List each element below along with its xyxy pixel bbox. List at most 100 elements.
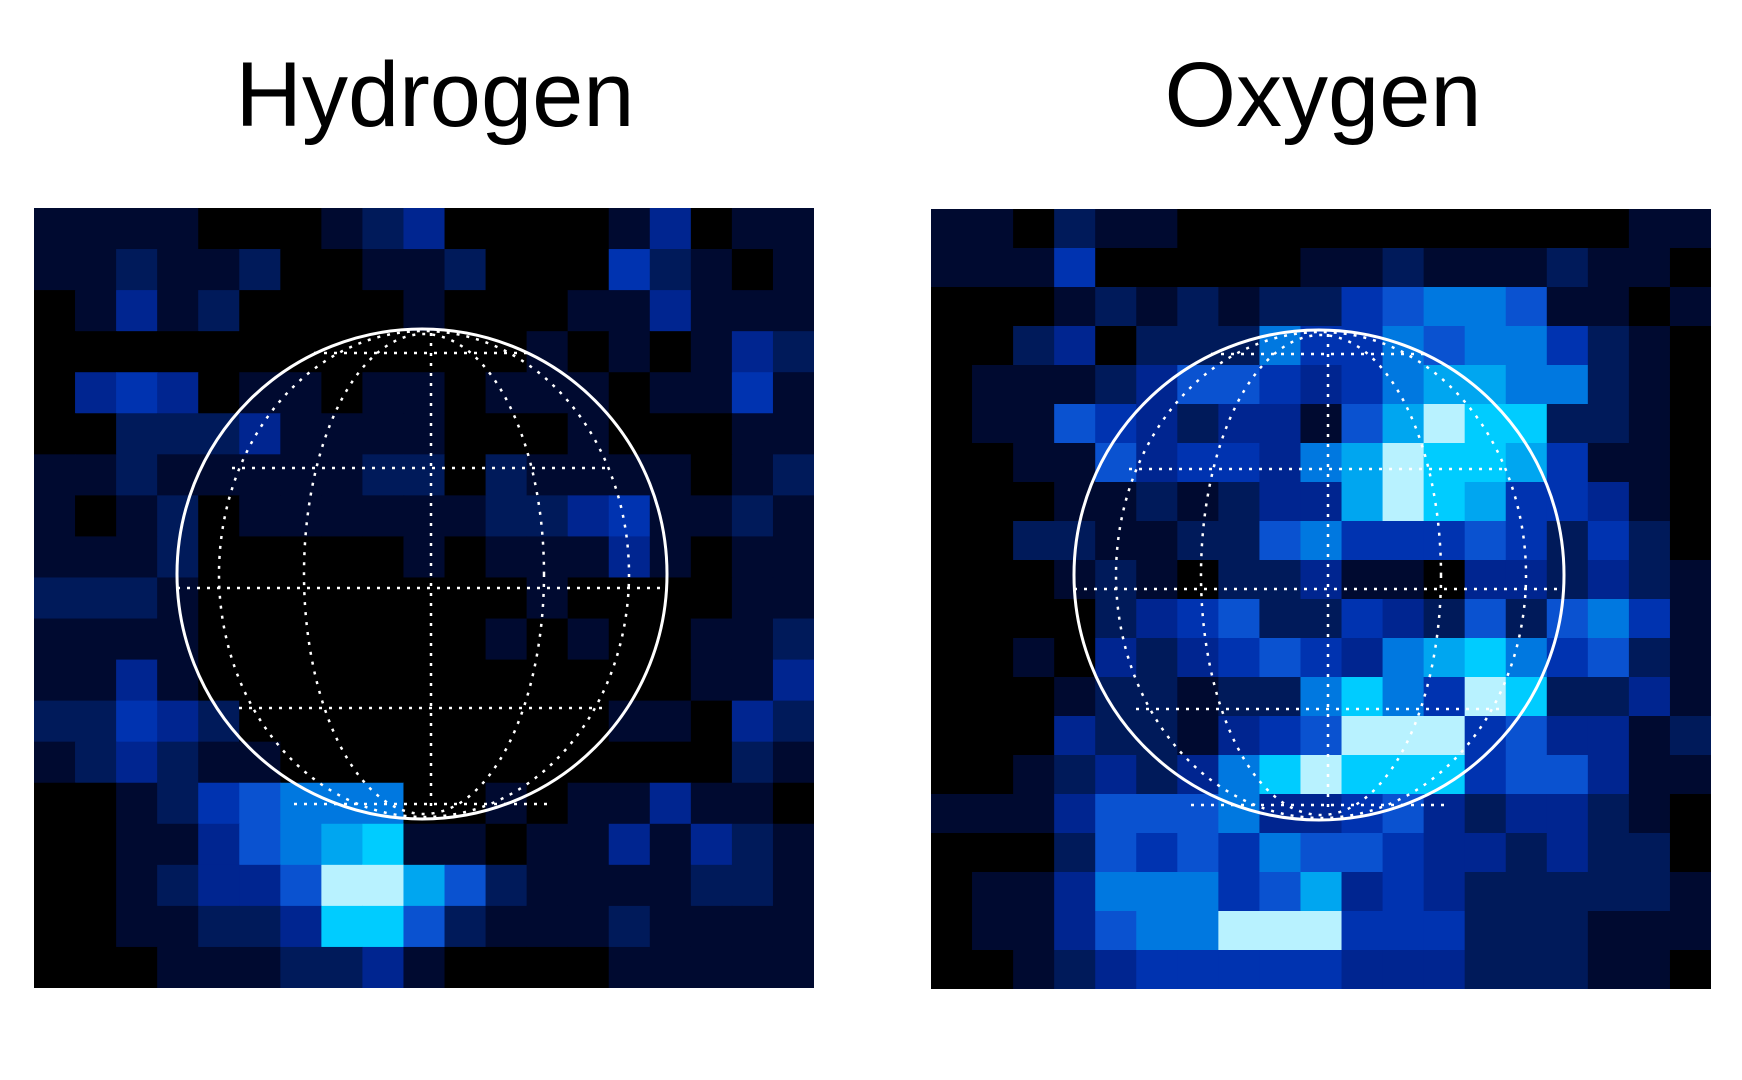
oxygen-pixel <box>1382 716 1425 756</box>
oxygen-pixel <box>1054 794 1096 834</box>
oxygen-pixel <box>972 248 1014 288</box>
hydrogen-pixel <box>403 249 446 291</box>
hydrogen-pixel <box>772 618 814 661</box>
oxygen-pixel <box>1423 950 1466 989</box>
oxygen-pixel <box>1423 404 1466 444</box>
oxygen-pixel <box>1587 326 1630 366</box>
hydrogen-pixel <box>567 290 610 332</box>
oxygen-pixel <box>1505 794 1548 834</box>
oxygen-pixel <box>1013 482 1055 522</box>
oxygen-pixel <box>1136 716 1178 756</box>
hydrogen-pixel <box>444 577 487 620</box>
hydrogen-pixel <box>280 823 322 866</box>
oxygen-pixel <box>972 677 1014 717</box>
hydrogen-pixel <box>239 741 281 784</box>
oxygen-pixel <box>1013 443 1055 483</box>
oxygen-pixel <box>1259 833 1302 873</box>
oxygen-pixel <box>1218 677 1261 717</box>
hydrogen-pixel <box>403 618 446 661</box>
hydrogen-pixel <box>690 372 733 414</box>
oxygen-pixel <box>972 404 1014 444</box>
oxygen-pixel <box>972 326 1014 366</box>
oxygen-pixel <box>1587 209 1630 249</box>
oxygen-pixel <box>1669 950 1711 989</box>
hydrogen-pixel <box>321 946 364 988</box>
hydrogen-pixel <box>526 659 569 702</box>
hydrogen-pixel <box>444 290 487 332</box>
oxygen-pixel <box>1464 599 1507 639</box>
hydrogen-pixel <box>567 495 610 538</box>
oxygen-pixel <box>1341 638 1384 678</box>
hydrogen-pixel <box>608 290 651 332</box>
hydrogen-pixel <box>649 864 692 907</box>
oxygen-pixel <box>1136 287 1178 327</box>
hydrogen-pixel <box>485 413 528 455</box>
hydrogen-pixel <box>567 577 610 620</box>
oxygen-pixel <box>1505 599 1548 639</box>
oxygen-pixel <box>931 833 973 873</box>
oxygen-pixel <box>1382 560 1425 600</box>
oxygen-pixel <box>931 209 973 249</box>
oxygen-pixel <box>1382 950 1425 989</box>
hydrogen-pixel <box>280 905 322 948</box>
hydrogen-pixel <box>403 577 446 620</box>
oxygen-pixel <box>1054 365 1096 405</box>
hydrogen-pixel <box>239 618 281 661</box>
hydrogen-pixel <box>608 454 651 496</box>
hydrogen-pixel <box>157 331 199 373</box>
oxygen-pixel <box>1341 209 1384 249</box>
oxygen-pixel <box>1505 248 1548 288</box>
hydrogen-pixel <box>34 290 76 332</box>
oxygen-pixel <box>1300 638 1343 678</box>
hydrogen-pixel <box>772 905 814 948</box>
oxygen-pixel <box>1136 794 1178 834</box>
oxygen-pixel <box>1669 833 1711 873</box>
hydrogen-pixel <box>34 331 76 373</box>
hydrogen-pixel <box>157 700 199 743</box>
oxygen-pixel <box>1013 365 1055 405</box>
oxygen-pixel <box>1628 833 1671 873</box>
hydrogen-pixel <box>34 536 76 579</box>
hydrogen-pixel <box>198 741 240 784</box>
oxygen-pixel <box>1259 950 1302 989</box>
hydrogen-pixel <box>649 905 692 948</box>
hydrogen-pixel <box>690 413 733 455</box>
oxygen-pixel <box>1464 287 1507 327</box>
hydrogen-pixel <box>772 413 814 455</box>
hydrogen-pixel <box>526 905 569 948</box>
hydrogen-pixel <box>75 741 117 784</box>
oxygen-pixel <box>1669 638 1711 678</box>
hydrogen-pixel <box>116 700 158 743</box>
oxygen-pixel <box>1464 911 1507 951</box>
hydrogen-pixel <box>239 495 281 538</box>
oxygen-pixel <box>1300 716 1343 756</box>
hydrogen-pixel <box>403 495 446 538</box>
hydrogen-pixel <box>280 577 322 620</box>
hydrogen-pixel <box>608 413 651 455</box>
hydrogen-pixel <box>280 495 322 538</box>
hydrogen-pixel <box>485 741 528 784</box>
hydrogen-pixel <box>526 864 569 907</box>
hydrogen-pixel <box>280 208 322 250</box>
oxygen-pixel <box>1505 638 1548 678</box>
oxygen-pixel <box>1300 755 1343 795</box>
hydrogen-pixel <box>690 618 733 661</box>
oxygen-pixel <box>1259 911 1302 951</box>
oxygen-pixel <box>1382 443 1425 483</box>
oxygen-pixel <box>1587 911 1630 951</box>
hydrogen-pixel <box>649 946 692 988</box>
oxygen-pixel <box>1587 716 1630 756</box>
oxygen-pixel <box>1423 560 1466 600</box>
oxygen-pixel <box>1013 716 1055 756</box>
hydrogen-pixel <box>649 290 692 332</box>
oxygen-pixel <box>931 755 973 795</box>
oxygen-pixel <box>1136 872 1178 912</box>
oxygen-pixel <box>1669 521 1711 561</box>
oxygen-pixel <box>1218 521 1261 561</box>
oxygen-pixel <box>1341 404 1384 444</box>
hydrogen-pixel <box>608 823 651 866</box>
oxygen-pixel <box>1136 443 1178 483</box>
hydrogen-pixel <box>403 290 446 332</box>
hydrogen-pixel <box>280 741 322 784</box>
hydrogen-pixel <box>239 659 281 702</box>
